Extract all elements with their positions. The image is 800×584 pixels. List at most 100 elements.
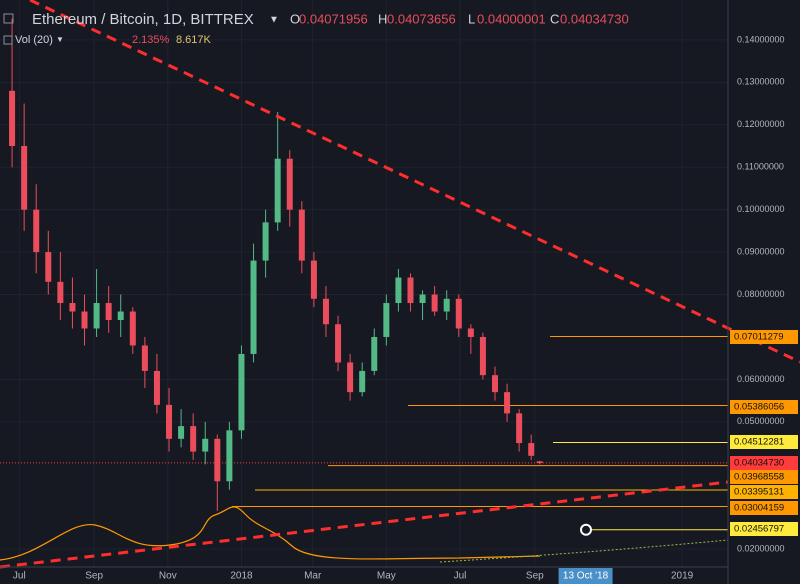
candle-body [117,311,124,320]
price-label: 0.03004159 [734,503,784,514]
candle-body [33,209,40,253]
candle-body [166,404,173,439]
candle-body [93,303,100,329]
crosshair-label-box [558,568,613,584]
ohlc-value: 0.04071956 [299,11,368,26]
candle-body [286,158,293,210]
trend-line [0,480,729,569]
x-tick-label: Nov [159,571,177,582]
ohlc-key: O [290,11,300,26]
candle-body [504,392,511,414]
ohlc-key: H [378,11,387,26]
menu-arrow[interactable]: ▼ [56,35,64,44]
candle-body [443,298,450,312]
indicator-value: 2.135% [132,34,170,46]
candle-body [536,461,543,464]
ohlc-key: L [468,11,475,26]
y-tick-label: 0.12000000 [737,119,785,129]
candle-body [214,438,221,482]
candle-body [190,426,197,452]
y-tick-label: 0.14000000 [737,34,785,44]
candle-body [335,324,342,363]
candle-body [347,362,354,393]
price-label: 0.04034730 [734,458,784,469]
price-label-box [730,330,798,344]
candle-body [371,336,378,371]
candle-body [202,438,209,452]
price-label-box [730,400,798,414]
candle-body [226,430,233,482]
candle-body [419,294,426,304]
candle-body [383,303,390,337]
candle-body [238,353,245,431]
price-label: 0.04512281 [734,437,784,448]
price-label-box [730,456,798,470]
collapse-icon[interactable] [3,13,14,24]
ohlc-value: 0.04073656 [387,11,456,26]
trend-line [29,0,800,364]
crosshair-label: 13 Oct '18 [563,571,609,582]
ohlc-legend: O0.04071956 H 0.04073656 L 0.04000001 C 0.0403… [290,11,629,26]
indicator-name: Vol (20) [15,34,53,46]
chart-title: Ethereum / Bitcoin, 1D, BITTREX [32,11,254,28]
level-anchor [580,523,592,536]
ohlc-key: C [550,11,559,26]
x-tick-label: Sep [85,571,103,582]
price-label-box [730,435,798,449]
candle-body [57,281,64,304]
candle-body [9,90,16,146]
x-tick-label: Sep [526,571,544,582]
candle-body [467,328,474,337]
candle-body [310,260,317,299]
candle-body [141,345,148,371]
candle-body [274,158,281,223]
candle-body [262,222,269,261]
menu-arrow[interactable]: ▼ [269,15,279,26]
candle-body [516,413,523,444]
x-tick-label: Mar [304,571,322,582]
price-label-box [730,470,798,484]
x-tick-label: 2018 [230,571,253,582]
x-tick-label: Jul [454,571,467,582]
price-label: 0.03395131 [734,487,784,498]
y-tick-label: 0.02000000 [737,544,785,554]
candle-body [298,209,305,261]
x-tick-label: May [377,571,396,582]
candles [9,18,543,511]
price-label: 0.02456797 [734,524,784,535]
price-label-box [730,522,798,536]
candle-body [21,145,28,210]
candle-body [528,443,535,456]
volume-ma [439,539,729,563]
candle-body [491,375,498,393]
price-label-box [730,485,798,499]
candle-body [479,336,486,376]
candle-body [153,370,160,405]
candle-body [129,311,136,346]
volume-line [0,506,541,561]
candle-body [407,277,414,304]
candle-body [178,426,185,439]
y-tick-label: 0.10000000 [737,204,785,214]
y-tick-label: 0.09000000 [737,246,785,256]
candle-body [395,277,402,304]
price-label: 0.03968558 [734,472,784,483]
candle-body [81,311,88,329]
collapse-icon[interactable] [3,35,13,45]
candle-body [250,260,257,354]
axes: 0.14000000 0.13000000 0.12000000 0.11000000… [13,34,798,584]
y-tick-label: 0.13000000 [737,77,785,87]
candle-body [455,298,462,329]
y-tick-label: 0.11000000 [737,162,784,172]
candle-body [322,298,329,325]
ohlc-value: 0.04034730 [560,11,629,26]
candle-body [431,294,438,312]
y-tick-label: 0.06000000 [737,374,785,384]
indicator-value: 8.617K [176,34,212,46]
x-tick-label: 2019 [671,571,694,582]
x-tick-label: Jul [13,571,26,582]
y-tick-label: 0.05000000 [737,416,785,426]
price-label: 0.05386056 [734,402,784,413]
